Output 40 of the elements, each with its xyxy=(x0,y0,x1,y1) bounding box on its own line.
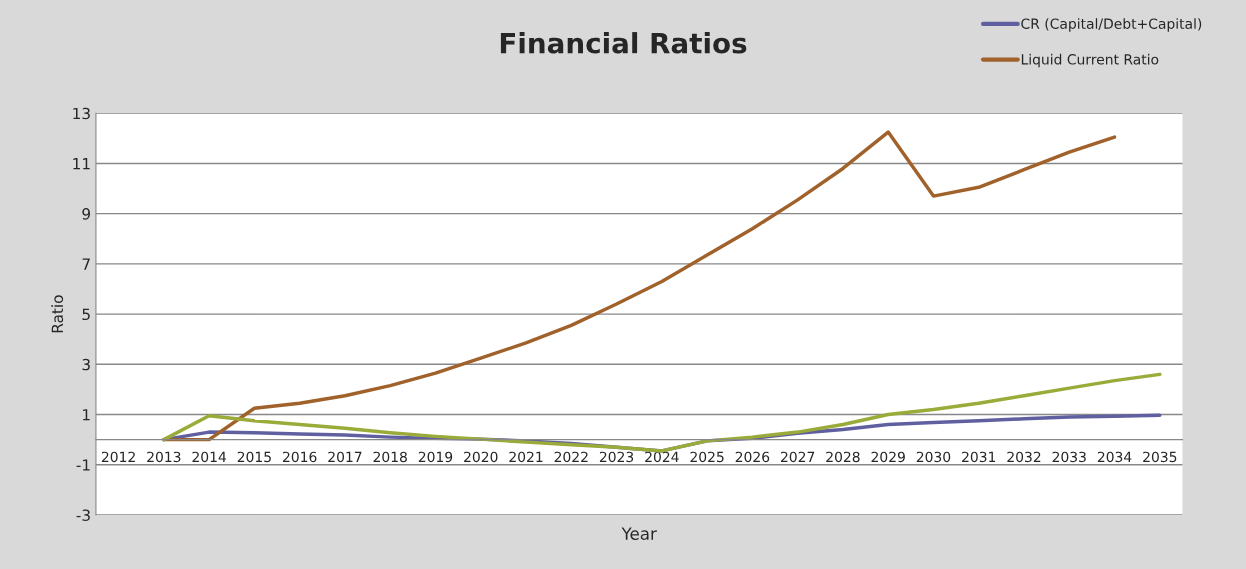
y-tick-label: 3 xyxy=(82,358,90,371)
x-axis-title: Year xyxy=(621,527,657,540)
line-series xyxy=(162,372,1162,453)
x-tick-label: 2012 xyxy=(101,451,135,463)
legend-label: Liquid Current Ratio xyxy=(1021,53,1159,68)
x-tick-label: 2022 xyxy=(554,451,588,463)
x-tick-label: 2028 xyxy=(826,451,860,463)
x-tick-label: 2034 xyxy=(1097,451,1132,463)
y-tick-label: -3 xyxy=(76,509,90,521)
x-tick-label: 2015 xyxy=(237,451,271,463)
x-tick-label: 2031 xyxy=(962,451,996,463)
chart-title: Financial Ratios xyxy=(500,32,747,54)
x-tick-label: 2017 xyxy=(328,451,362,463)
y-tick-label: -1 xyxy=(76,459,90,471)
x-tick-label: 2030 xyxy=(916,451,951,463)
y-tick-label: 1 xyxy=(83,409,90,421)
x-tick-label: 2025 xyxy=(690,451,724,463)
y-tick-label: 11 xyxy=(73,158,90,170)
y-tick-label: 13 xyxy=(73,107,90,120)
x-tick-label: 2020 xyxy=(464,451,498,463)
x-tick-label: 2032 xyxy=(1007,451,1041,463)
x-tick-label: 2013 xyxy=(147,451,181,463)
x-tick-label: 2029 xyxy=(871,451,905,463)
x-tick-label: 2033 xyxy=(1052,451,1086,463)
y-axis-title: Ratio xyxy=(51,295,64,333)
x-tick-label: 2027 xyxy=(780,451,815,463)
y-tick-label: 5 xyxy=(82,308,90,321)
x-tick-label: 2026 xyxy=(735,451,770,463)
x-tick-label: 2019 xyxy=(418,451,453,463)
legend-label: CR (Capital/Debt+Capital) xyxy=(1021,18,1202,32)
x-tick-label: 2021 xyxy=(509,451,543,463)
x-tick-label: 2016 xyxy=(283,451,317,463)
line-series xyxy=(162,130,1117,442)
y-tick-label: 7 xyxy=(82,258,90,270)
x-tick-label: 2018 xyxy=(373,451,407,463)
x-tick-label: 2014 xyxy=(192,451,227,463)
x-tick-label: 2035 xyxy=(1143,451,1177,463)
x-tick-label: 2023 xyxy=(599,451,634,463)
x-tick-label: 2024 xyxy=(645,451,679,463)
y-tick-label: 9 xyxy=(82,208,91,220)
